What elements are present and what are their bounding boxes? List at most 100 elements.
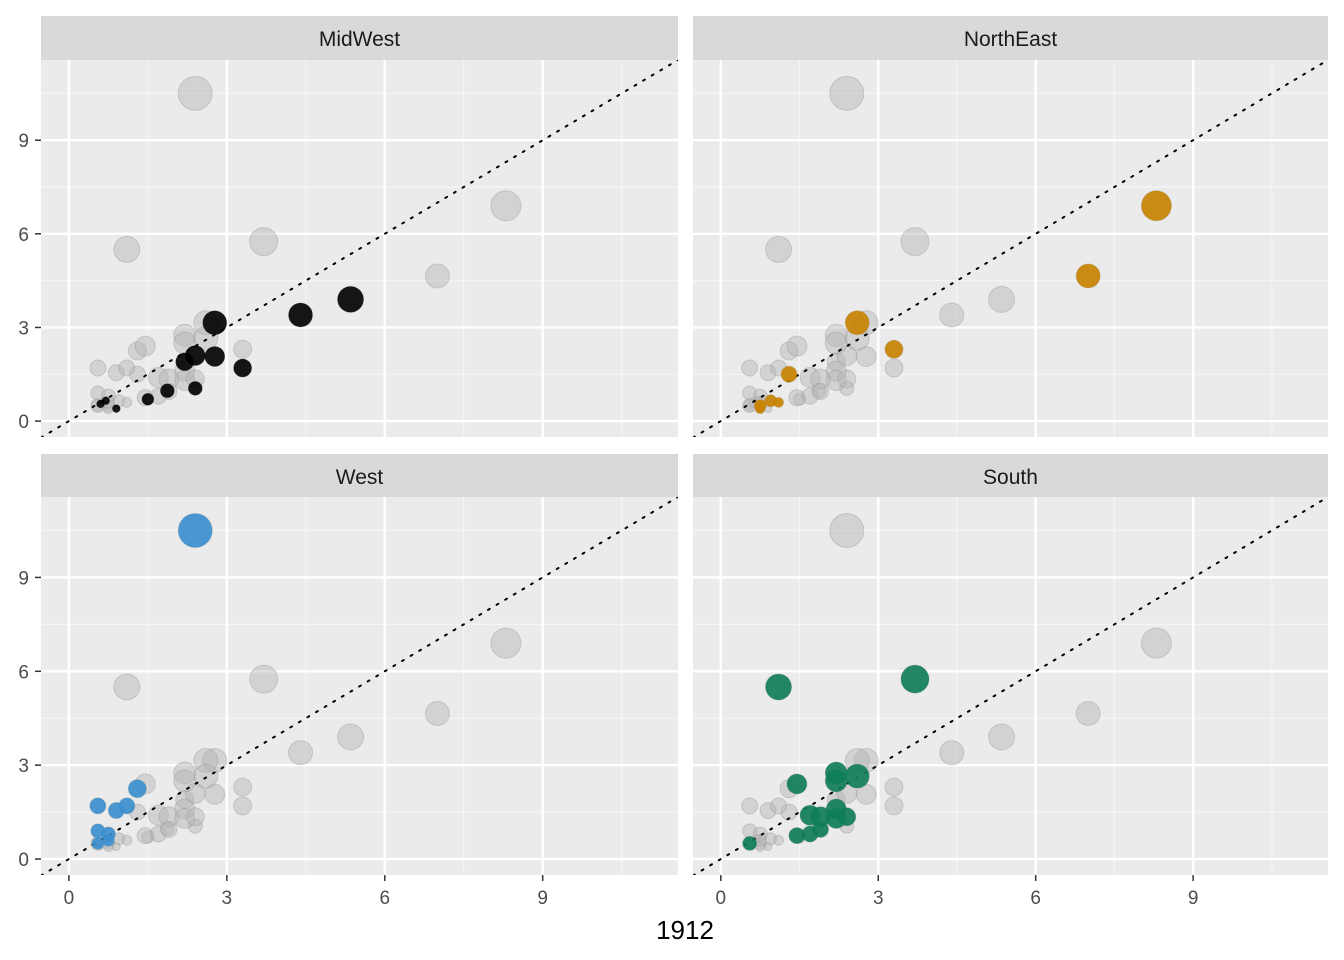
data-point-south [812, 821, 829, 838]
background-point [855, 345, 877, 367]
background-point [159, 821, 175, 837]
data-point-northeast [764, 394, 777, 407]
background-point [490, 190, 522, 222]
reference-line-y-equals-x [41, 497, 678, 875]
data-point-west [89, 797, 106, 814]
data-point-midwest [288, 302, 313, 327]
background-point [113, 235, 141, 263]
background-point [173, 323, 197, 347]
background-point [107, 364, 125, 382]
data-point-south [825, 769, 848, 792]
reference-line-y-equals-x [693, 497, 1328, 875]
background-point [799, 366, 821, 388]
background-point [884, 777, 904, 797]
data-point-midwest [141, 393, 154, 406]
background-point [174, 807, 196, 829]
facet-strip-label: South [983, 466, 1038, 489]
background-point [884, 796, 904, 816]
data-point-northeast [845, 310, 870, 335]
data-point-midwest [337, 286, 364, 313]
data-point-midwest [202, 310, 227, 335]
x-tick-label: 3 [222, 888, 233, 909]
background-point [773, 834, 785, 846]
background-point [233, 339, 253, 359]
background-point [812, 382, 830, 400]
background-point [149, 825, 167, 843]
background-point [490, 627, 522, 659]
background-point [127, 341, 147, 361]
data-point-west [178, 513, 213, 548]
background-point [988, 723, 1016, 751]
background-point [837, 369, 857, 389]
data-point-midwest [112, 404, 121, 413]
background-point [424, 263, 450, 289]
data-point-midwest [160, 383, 175, 398]
data-point-northeast [755, 403, 766, 414]
background-point [118, 359, 136, 377]
y-tick-label: 0 [18, 412, 29, 433]
background-point [829, 75, 865, 111]
background-point [939, 302, 965, 328]
background-point [741, 797, 759, 815]
background-point [839, 380, 855, 396]
data-point-northeast [884, 340, 903, 359]
panel-content [41, 60, 678, 437]
background-point [121, 396, 133, 408]
data-point-south [837, 807, 856, 826]
data-point-west [118, 797, 135, 814]
facet-strip-label: West [336, 466, 384, 489]
background-point [765, 235, 793, 263]
background-point [788, 389, 806, 407]
data-point-south [900, 665, 929, 694]
data-point-west [102, 834, 115, 847]
background-point [759, 802, 777, 820]
background-point [185, 807, 205, 827]
background-point [128, 365, 146, 383]
background-point [786, 335, 808, 357]
background-point [424, 701, 450, 727]
data-point-midwest [101, 396, 110, 405]
background-point [742, 385, 758, 401]
background-point [173, 769, 197, 793]
background-point [752, 826, 768, 842]
background-point [160, 820, 178, 838]
background-point [759, 364, 777, 382]
facet-panel-south: South 0 3 6 9 [693, 454, 1328, 909]
background-point [779, 341, 799, 361]
x-tick-label: 9 [1188, 888, 1199, 909]
y-tick-label: 9 [18, 131, 29, 152]
data-point-west [128, 779, 147, 798]
background-point [741, 359, 759, 377]
x-tick-label: 6 [1030, 888, 1041, 909]
y-tick-label: 6 [18, 225, 29, 246]
background-point [825, 360, 847, 382]
background-point [193, 747, 219, 773]
y-tick-label: 3 [18, 756, 29, 777]
background-point [763, 842, 773, 852]
facet-panel-midwest: MidWest 0 3 6 9 [18, 16, 678, 437]
background-point [177, 75, 213, 111]
background-point [90, 385, 106, 401]
data-point-northeast [781, 366, 798, 383]
background-point [175, 790, 195, 810]
background-point [174, 798, 196, 820]
y-tick-label: 3 [18, 318, 29, 339]
y-tick-label: 6 [18, 662, 29, 683]
background-point [1075, 701, 1101, 727]
facet-panel-northeast: NorthEast [693, 16, 1328, 437]
background-point [233, 796, 253, 816]
x-tick-label: 3 [873, 888, 884, 909]
background-point [337, 723, 365, 751]
panel-content [41, 497, 678, 875]
facet-strip-label: MidWest [319, 28, 400, 51]
reference-line-y-equals-x [693, 60, 1328, 437]
x-axis-title: 1912 [656, 915, 714, 945]
background-point [939, 740, 965, 766]
background-point [988, 285, 1016, 313]
background-point [147, 804, 169, 826]
facet-strip [41, 454, 678, 497]
background-point [770, 797, 788, 815]
background-point [121, 834, 133, 846]
background-point [136, 827, 154, 845]
background-point [884, 358, 904, 378]
